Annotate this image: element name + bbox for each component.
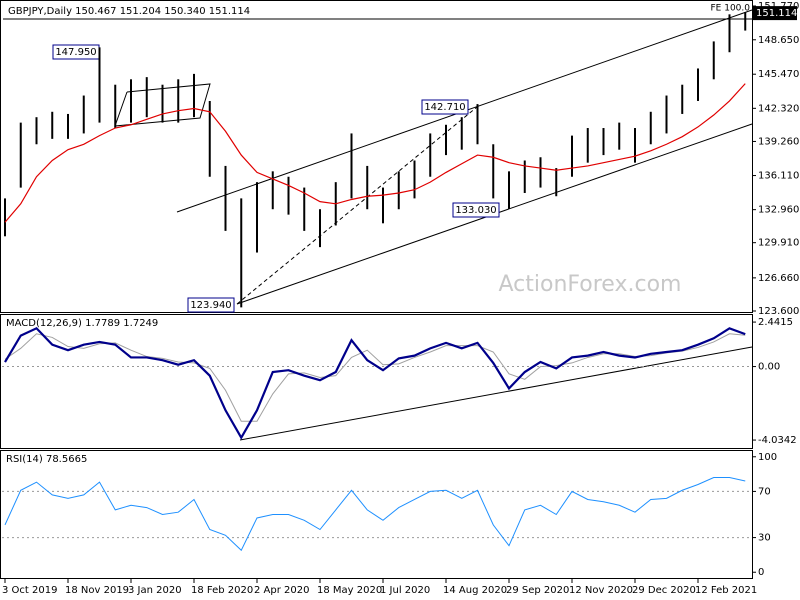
watermark: ActionForex.com <box>499 272 682 297</box>
dashed-trend <box>236 106 478 305</box>
annotation: 147.950 <box>55 47 96 58</box>
y-tick-label: 0.00 <box>758 362 780 373</box>
x-tick-label: 3 Jan 2020 <box>128 585 182 596</box>
x-tick-label: 12 Feb 2021 <box>695 585 757 596</box>
annotation: 142.710 <box>424 102 465 113</box>
x-tick-label: 29 Sep 2020 <box>506 585 569 596</box>
y-tick-label: 145.470 <box>758 69 799 80</box>
y-tick-label: 126.660 <box>758 273 799 284</box>
x-tick-label: 12 Nov 2020 <box>569 585 633 596</box>
x-tick-label: 2 Apr 2020 <box>254 585 309 596</box>
signal-line <box>4 333 746 422</box>
last-price-box <box>753 6 797 21</box>
y-tick-label: 148.650 <box>758 35 799 46</box>
chart-title: GBPJPY,Daily 150.467 151.204 150.340 151… <box>8 6 250 17</box>
macd-panel <box>0 314 753 449</box>
y-tick-label: 142.320 <box>758 103 799 114</box>
macd-line <box>4 326 746 440</box>
fe-label: FE 100.0 <box>711 4 751 14</box>
x-tick-label: 18 May 2020 <box>317 585 382 596</box>
annotation-box <box>187 297 235 313</box>
price-panel <box>0 0 753 313</box>
annotation-box <box>452 202 500 218</box>
rsi-panel <box>0 450 753 579</box>
last-price-label: 151.114 <box>756 8 797 19</box>
y-tick-label: -4.0342 <box>758 435 797 446</box>
y-tick-label: 30 <box>758 533 771 544</box>
moving-average <box>4 83 746 223</box>
annotation: 133.030 <box>455 205 496 216</box>
y-tick-label: 0 <box>758 567 764 578</box>
x-tick-label: 3 Oct 2019 <box>2 585 57 596</box>
x-tick-label: 1 Jul 2020 <box>380 585 430 596</box>
y-tick-label: 100 <box>758 452 777 463</box>
rsi-line <box>4 477 746 552</box>
annotation: 123.940 <box>190 300 231 311</box>
range-box <box>114 83 211 127</box>
y-tick-label: 2.4415 <box>758 317 793 328</box>
y-tick-label: 132.960 <box>758 205 799 216</box>
y-tick-label: 123.600 <box>758 306 799 317</box>
y-tick-label: 139.260 <box>758 136 799 147</box>
annotation-box <box>421 99 469 115</box>
y-tick-label: 129.910 <box>758 238 799 249</box>
x-tick-label: 18 Feb 2020 <box>191 585 253 596</box>
panel-title: RSI(14) 78.5665 <box>6 454 87 465</box>
x-tick-label: 14 Aug 2020 <box>443 585 507 596</box>
panel-title: MACD(12,26,9) 1.7789 1.7249 <box>6 318 158 329</box>
y-tick-label: 70 <box>758 486 771 497</box>
x-tick-label: 29 Dec 2020 <box>632 585 696 596</box>
x-tick-label: 18 Nov 2019 <box>65 585 129 596</box>
y-tick-label: 136.110 <box>758 171 799 182</box>
macd-trend <box>239 346 753 441</box>
